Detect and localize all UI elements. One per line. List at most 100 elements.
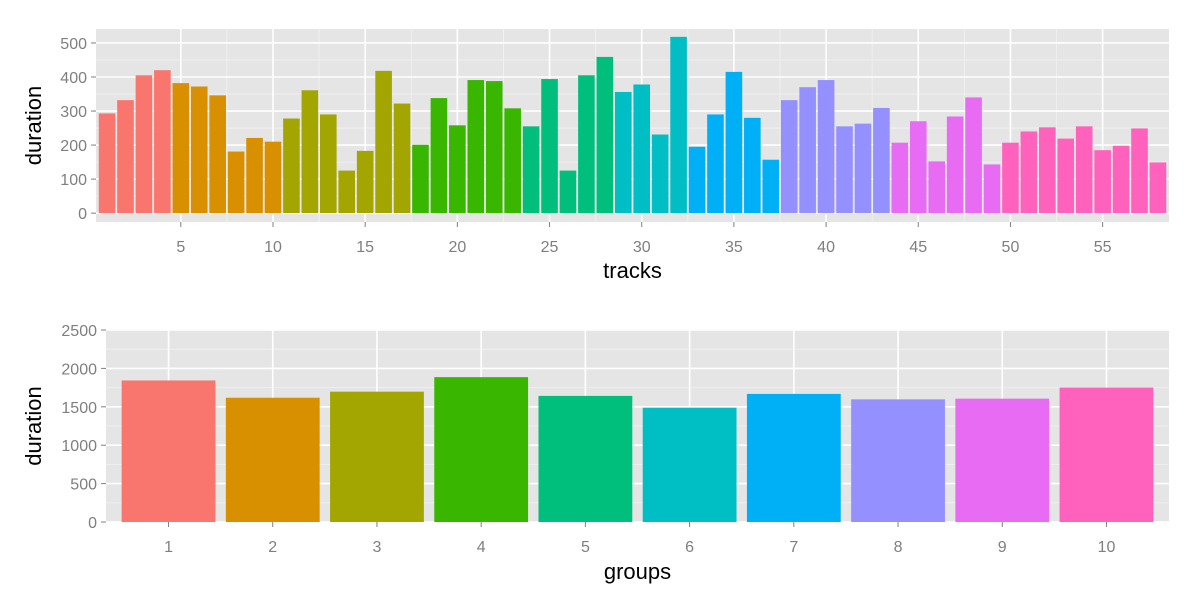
tracks-bar <box>946 116 964 214</box>
groups-x-tick-label: 3 <box>373 539 382 556</box>
groups-bar <box>434 377 529 522</box>
tracks-bar <box>117 100 134 214</box>
tracks-bar <box>707 114 724 214</box>
tracks-bar <box>762 159 780 214</box>
groups-bar <box>225 397 320 522</box>
tracks-x-tick-label: 35 <box>725 239 743 256</box>
tracks-bar <box>227 151 245 214</box>
tracks-chart: 0 100 200 300 400 500 5 10 15 20 25 30 35 40 45 50 55 tr… <box>21 29 1169 283</box>
groups-bar <box>955 398 1050 522</box>
groups-y-tick-label: 0 <box>88 515 97 532</box>
tracks-bar <box>522 126 540 214</box>
tracks-bar <box>983 164 1001 214</box>
tracks-x-tick-label: 25 <box>541 239 559 256</box>
tracks-x-tick-label: 30 <box>633 239 651 256</box>
tracks-x-tick-label: 20 <box>448 239 466 256</box>
tracks-x-tick-label: 45 <box>909 239 927 256</box>
groups-x-tick-label: 9 <box>998 539 1007 556</box>
tracks-axis-ticks: 0 100 200 300 400 500 5 10 15 20 25 30 35 40 45 50 55 <box>60 36 1111 256</box>
groups-y-tick-label: 1500 <box>61 400 97 417</box>
tracks-bar <box>651 134 669 214</box>
tracks-bar <box>1131 128 1148 214</box>
tracks-y-tick-label: 400 <box>60 70 87 87</box>
tracks-bar <box>301 90 319 214</box>
tracks-bar <box>172 83 190 214</box>
tracks-bar <box>338 170 356 214</box>
tracks-bar <box>1057 138 1075 214</box>
groups-x-axis-title: groups <box>604 559 671 584</box>
tracks-bar <box>430 98 448 214</box>
groups-y-tick-label: 1000 <box>61 438 97 455</box>
tracks-y-tick-label: 100 <box>60 172 87 189</box>
tracks-bar <box>596 56 614 214</box>
tracks-y-tick-label: 200 <box>60 138 87 155</box>
tracks-bar <box>246 137 263 214</box>
tracks-bar <box>98 113 116 214</box>
tracks-x-tick-label: 40 <box>817 239 835 256</box>
tracks-x-tick-label: 50 <box>1002 239 1020 256</box>
tracks-bar <box>614 91 632 214</box>
groups-x-tick-label: 4 <box>477 539 486 556</box>
groups-y-tick-label: 2500 <box>61 323 97 340</box>
tracks-bar <box>393 103 411 214</box>
tracks-bar <box>854 123 872 214</box>
tracks-bar <box>965 97 982 214</box>
groups-bar <box>642 407 737 522</box>
tracks-y-tick-label: 0 <box>78 206 87 223</box>
tracks-bar <box>799 87 816 214</box>
tracks-bar <box>467 80 485 214</box>
tracks-bar <box>670 36 687 214</box>
tracks-bars <box>98 36 1167 214</box>
tracks-x-axis-title: tracks <box>603 258 662 283</box>
groups-y-tick-label: 2000 <box>61 361 97 378</box>
tracks-x-tick-label: 10 <box>264 239 282 256</box>
groups-chart: 0 500 1000 1500 2000 2500 1 2 3 4 5 6 7 8 9 10 groups d… <box>21 323 1169 584</box>
groups-x-tick-label: 6 <box>685 539 694 556</box>
tracks-bar <box>209 95 226 214</box>
tracks-x-tick-label: 5 <box>176 239 185 256</box>
tracks-bar <box>264 141 282 214</box>
tracks-bar <box>836 126 853 214</box>
groups-bar <box>851 399 945 522</box>
groups-x-tick-label: 10 <box>1098 539 1116 556</box>
tracks-bar <box>1002 142 1019 214</box>
tracks-bar <box>780 100 798 214</box>
tracks-y-axis-title: duration <box>21 86 46 166</box>
tracks-x-tick-label: 15 <box>356 239 374 256</box>
groups-bar <box>538 395 633 522</box>
tracks-bar <box>744 117 761 214</box>
groups-bars <box>121 377 1154 522</box>
groups-x-tick-label: 5 <box>581 539 590 556</box>
tracks-bar <box>1020 131 1038 214</box>
tracks-bar <box>891 142 909 214</box>
tracks-bar <box>283 118 300 214</box>
tracks-bar <box>320 114 337 214</box>
tracks-bar <box>688 146 706 214</box>
tracks-bar <box>1075 126 1093 214</box>
tracks-bar <box>1094 150 1111 214</box>
tracks-bar <box>356 150 374 214</box>
tracks-bar <box>909 121 927 214</box>
tracks-bar <box>1112 145 1130 214</box>
groups-x-tick-label: 2 <box>268 539 277 556</box>
groups-y-axis-title: duration <box>21 386 46 466</box>
groups-x-tick-label: 8 <box>894 539 903 556</box>
tracks-x-tick-label: 55 <box>1094 239 1112 256</box>
groups-y-tick-label: 500 <box>70 477 97 494</box>
groups-bar <box>1059 387 1154 522</box>
tracks-bar <box>725 71 743 214</box>
tracks-bar <box>578 75 595 214</box>
tracks-bar <box>412 144 429 214</box>
groups-x-tick-label: 1 <box>164 539 173 556</box>
tracks-bar <box>928 161 945 214</box>
groups-bar <box>330 391 424 522</box>
tracks-bar <box>135 75 153 214</box>
tracks-y-tick-label: 500 <box>60 36 87 53</box>
tracks-bar <box>504 108 521 214</box>
tracks-bar <box>633 84 651 214</box>
tracks-bar <box>559 170 577 214</box>
tracks-bar <box>154 70 171 214</box>
groups-bar <box>746 393 841 522</box>
